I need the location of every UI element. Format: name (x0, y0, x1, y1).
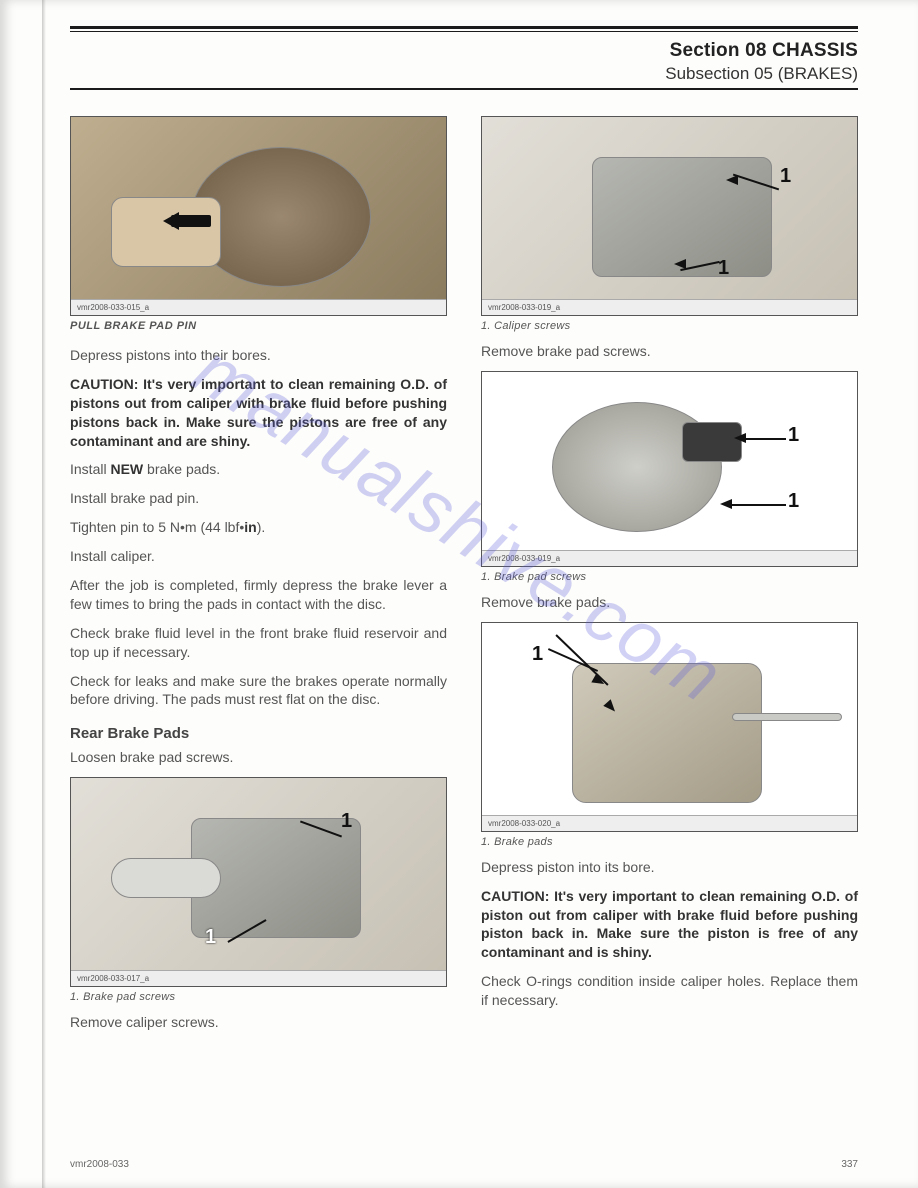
top-rule-thick (70, 26, 858, 29)
header-separator (70, 88, 858, 90)
two-column-content: vmr2008-033-015_a PULL BRAKE PAD PIN Dep… (70, 116, 858, 1042)
body-text: Remove brake pad screws. (481, 342, 858, 361)
right-column: 1 1 vmr2008-033-019_a 1. Caliper screws … (481, 116, 858, 1042)
caution-paragraph: CAUTION: It's very important to clean re… (481, 887, 858, 963)
figure-ref: vmr2008-033-015_a (71, 299, 446, 315)
figure-caption: 1. Brake pad screws (481, 571, 858, 583)
body-text: Install NEW brake pads. (70, 460, 447, 479)
body-text: Check O-rings condition inside caliper h… (481, 972, 858, 1010)
caution-label: CAUTION: (70, 376, 138, 392)
figure-loosen-brake-pad-screws: 1 1 vmr2008-033-017_a (70, 777, 447, 987)
caution-label: CAUTION: (481, 888, 549, 904)
figure-ref: vmr2008-033-019_a (482, 550, 857, 566)
figure-brake-pad-screws: 1 1 vmr2008-033-019_a (481, 371, 858, 567)
scan-left-shadow (42, 0, 46, 1188)
figure-ref: vmr2008-033-019_a (482, 299, 857, 315)
page-footer: vmr2008-033 337 (70, 1159, 858, 1170)
page-header: Section 08 CHASSIS Subsection 05 (BRAKES… (70, 40, 858, 84)
callout-label: 1 (788, 490, 799, 513)
figure-brake-pads: 1 vmr2008-033-020_a (481, 622, 858, 832)
figure-pull-brake-pad-pin: vmr2008-033-015_a (70, 116, 447, 316)
page-number: 337 (841, 1159, 858, 1170)
callout-label: 1 (780, 165, 791, 188)
caution-paragraph: CAUTION: It's very important to clean re… (70, 375, 447, 451)
figure-caliper-screws: 1 1 vmr2008-033-019_a (481, 116, 858, 316)
figure-caption: 1. Caliper screws (481, 320, 858, 332)
subheading-rear-brake-pads: Rear Brake Pads (70, 725, 447, 742)
top-rule-thin (70, 31, 858, 32)
body-text: Depress pistons into their bores. (70, 346, 447, 365)
body-text: Install caliper. (70, 547, 447, 566)
body-text: Remove caliper screws. (70, 1013, 447, 1032)
body-text: Install brake pad pin. (70, 489, 447, 508)
callout-label: 1 (532, 643, 543, 666)
manual-page: Section 08 CHASSIS Subsection 05 (BRAKES… (0, 0, 918, 1188)
figure-caption: PULL BRAKE PAD PIN (70, 320, 447, 332)
body-text: Tighten pin to 5 N•m (44 lbf•in). (70, 518, 447, 537)
figure-caption: 1. Brake pads (481, 836, 858, 848)
figure-ref: vmr2008-033-017_a (71, 970, 446, 986)
figure-ref: vmr2008-033-020_a (482, 815, 857, 831)
figure-caption: 1. Brake pad screws (70, 991, 447, 1003)
callout-label: 1 (788, 424, 799, 447)
body-text: After the job is completed, firmly depre… (70, 576, 447, 614)
body-text: Loosen brake pad screws. (70, 748, 447, 767)
subsection-title: Subsection 05 (BRAKES) (70, 64, 858, 84)
body-text: Check for leaks and make sure the brakes… (70, 672, 447, 710)
callout-label: 1 (205, 926, 216, 949)
doc-ref: vmr2008-033 (70, 1159, 129, 1170)
callout-label: 1 (718, 257, 729, 280)
callout-label: 1 (341, 810, 352, 833)
body-text: Remove brake pads. (481, 593, 858, 612)
left-column: vmr2008-033-015_a PULL BRAKE PAD PIN Dep… (70, 116, 447, 1042)
body-text: Depress piston into its bore. (481, 858, 858, 877)
body-text: Check brake fluid level in the front bra… (70, 624, 447, 662)
section-title: Section 08 CHASSIS (70, 40, 858, 62)
